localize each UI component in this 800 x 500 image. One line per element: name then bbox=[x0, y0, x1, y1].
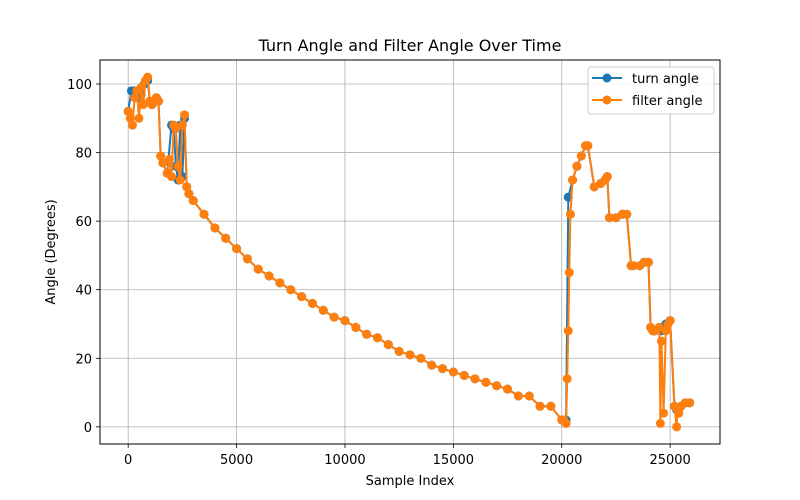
data-point-filter-angle bbox=[184, 189, 194, 199]
data-point-filter-angle bbox=[535, 401, 545, 411]
y-tick-label: 20 bbox=[75, 352, 92, 367]
data-point-filter-angle bbox=[199, 209, 209, 219]
data-point-filter-angle bbox=[362, 329, 372, 339]
y-axis-ticks: 0 20 40 60 80 100 bbox=[67, 78, 100, 436]
data-point-filter-angle bbox=[524, 391, 534, 401]
legend: turn angle filter angle bbox=[587, 66, 715, 115]
data-point-filter-angle bbox=[672, 422, 682, 432]
data-point-filter-angle bbox=[655, 418, 665, 428]
data-point-filter-angle bbox=[602, 172, 612, 182]
data-point-filter-angle bbox=[665, 316, 675, 326]
data-point-filter-angle bbox=[564, 268, 574, 278]
data-point-filter-angle bbox=[470, 374, 480, 384]
data-point-filter-angle bbox=[329, 312, 339, 322]
y-tick-label: 80 bbox=[75, 147, 92, 162]
data-point-filter-angle bbox=[242, 254, 252, 264]
data-point-filter-angle bbox=[154, 96, 164, 106]
data-point-filter-angle bbox=[622, 209, 632, 219]
data-point-filter-angle bbox=[583, 141, 593, 151]
legend-label-turn-angle: turn angle bbox=[632, 72, 699, 87]
data-point-filter-angle bbox=[513, 391, 523, 401]
legend-marker-turn-angle bbox=[602, 73, 612, 83]
data-point-filter-angle bbox=[175, 175, 185, 185]
data-point-filter-angle bbox=[568, 175, 578, 185]
data-point-filter-angle bbox=[643, 257, 653, 267]
data-point-filter-angle bbox=[448, 367, 458, 377]
plot-frame bbox=[99, 59, 721, 445]
data-point-filter-angle bbox=[565, 209, 575, 219]
data-point-filter-angle bbox=[275, 278, 285, 288]
data-point-filter-angle bbox=[492, 381, 502, 391]
data-point-filter-angle bbox=[438, 364, 448, 374]
x-tick-label: 5000 bbox=[220, 453, 253, 468]
data-point-filter-angle bbox=[210, 223, 220, 233]
data-point-filter-angle bbox=[416, 353, 426, 363]
data-point-filter-angle bbox=[130, 93, 140, 103]
data-point-filter-angle bbox=[180, 110, 190, 120]
legend-label-filter-angle: filter angle bbox=[632, 94, 702, 109]
data-point-filter-angle bbox=[674, 408, 684, 418]
data-point-filter-angle bbox=[604, 213, 614, 223]
data-point-filter-angle bbox=[134, 113, 144, 123]
data-point-filter-angle bbox=[372, 333, 382, 343]
y-tick-label: 40 bbox=[75, 284, 92, 299]
data-point-filter-angle bbox=[286, 285, 296, 295]
data-point-filter-angle bbox=[143, 72, 153, 82]
x-tick-label: 0 bbox=[124, 453, 132, 468]
data-point-filter-angle bbox=[481, 377, 491, 387]
data-point-filter-angle bbox=[628, 261, 638, 271]
data-point-filter-angle bbox=[232, 244, 242, 254]
x-tick-label: 20000 bbox=[541, 453, 582, 468]
data-point-filter-angle bbox=[405, 350, 415, 360]
data-point-filter-angle bbox=[427, 360, 437, 370]
data-point-filter-angle bbox=[351, 322, 361, 332]
y-axis-label: Angle (Degrees) bbox=[44, 199, 59, 304]
x-tick-label: 25000 bbox=[649, 453, 690, 468]
chart-title: Turn Angle and Filter Angle Over Time bbox=[258, 36, 562, 55]
data-point-filter-angle bbox=[318, 305, 328, 315]
data-point-filter-angle bbox=[297, 292, 307, 302]
data-point-filter-angle bbox=[156, 151, 166, 161]
data-point-filter-angle bbox=[572, 161, 582, 171]
x-axis-label: Sample Index bbox=[366, 474, 455, 489]
x-tick-label: 15000 bbox=[433, 453, 474, 468]
data-point-filter-angle bbox=[503, 384, 513, 394]
data-point-filter-angle bbox=[221, 233, 231, 243]
data-point-filter-angle bbox=[659, 408, 669, 418]
data-point-filter-angle bbox=[136, 82, 146, 92]
series-layer bbox=[123, 72, 695, 432]
data-point-filter-angle bbox=[125, 113, 135, 123]
data-point-filter-angle bbox=[182, 182, 192, 192]
data-point-filter-angle bbox=[253, 264, 263, 274]
data-point-filter-angle bbox=[167, 172, 177, 182]
data-point-filter-angle bbox=[459, 370, 469, 380]
y-tick-label: 100 bbox=[67, 78, 92, 93]
data-point-filter-angle bbox=[561, 418, 571, 428]
x-axis-ticks: 0 5000 10000 15000 20000 25000 bbox=[124, 444, 691, 468]
data-point-filter-angle bbox=[394, 346, 404, 356]
data-point-filter-angle bbox=[177, 120, 187, 130]
data-point-filter-angle bbox=[264, 271, 274, 281]
y-tick-label: 0 bbox=[84, 421, 92, 436]
data-point-filter-angle bbox=[340, 316, 350, 326]
y-tick-label: 60 bbox=[75, 215, 92, 230]
data-point-filter-angle bbox=[546, 401, 556, 411]
data-point-filter-angle bbox=[661, 326, 671, 336]
data-point-filter-angle bbox=[173, 161, 183, 171]
series-filter-angle bbox=[123, 72, 695, 432]
data-point-filter-angle bbox=[188, 196, 198, 206]
data-point-filter-angle bbox=[656, 336, 666, 346]
data-point-filter-angle bbox=[562, 374, 572, 384]
data-point-filter-angle bbox=[383, 340, 393, 350]
data-point-filter-angle bbox=[685, 398, 695, 408]
data-point-filter-angle bbox=[164, 154, 174, 164]
legend-marker-filter-angle bbox=[602, 95, 612, 105]
x-tick-label: 10000 bbox=[324, 453, 365, 468]
data-point-filter-angle bbox=[128, 120, 138, 130]
data-point-filter-angle bbox=[563, 326, 573, 336]
data-point-filter-angle bbox=[307, 298, 317, 308]
data-point-filter-angle bbox=[123, 106, 133, 116]
data-point-filter-angle bbox=[576, 151, 586, 161]
